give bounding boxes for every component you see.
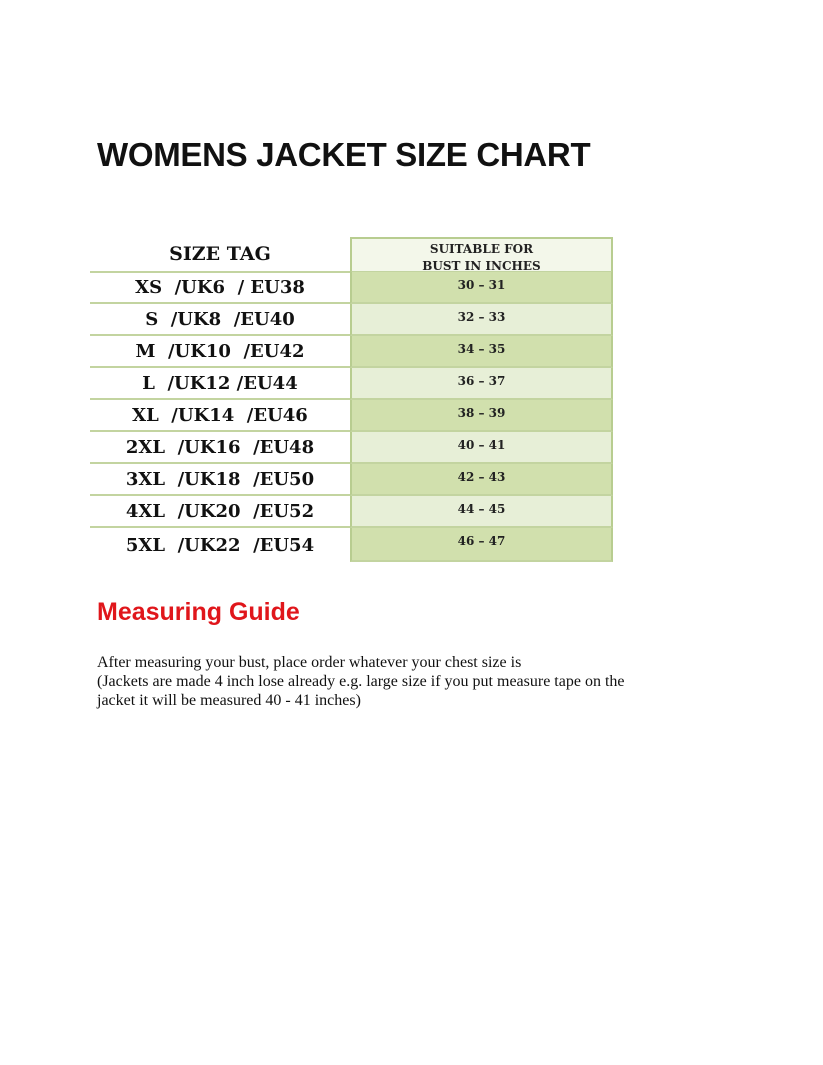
bust-cell: 32 – 33 bbox=[350, 304, 613, 336]
size-tag-cell: 3XL /UK18 /EU50 bbox=[90, 464, 350, 496]
guide-line: After measuring your bust, place order w… bbox=[97, 654, 522, 671]
table-row: S /UK8 /EU40 32 – 33 bbox=[90, 304, 613, 336]
bust-cell: 42 – 43 bbox=[350, 464, 613, 496]
size-tag-cell: M /UK10 /EU42 bbox=[90, 336, 350, 368]
table-row: M /UK10 /EU42 34 – 35 bbox=[90, 336, 613, 368]
size-tag-cell: 5XL /UK22 /EU54 bbox=[125, 534, 315, 556]
measuring-guide-heading: Measuring Guide bbox=[97, 598, 300, 626]
bust-cell: 38 – 39 bbox=[350, 400, 613, 432]
size-tag-cell: XL /UK14 /EU46 bbox=[90, 400, 350, 432]
table-row: XS /UK6 / EU38 30 – 31 bbox=[90, 272, 613, 304]
table-row: XL /UK14 /EU46 38 – 39 bbox=[90, 400, 613, 432]
size-tag-cell: 2XL /UK16 /EU48 bbox=[90, 432, 350, 464]
bust-cell: 46 – 47 bbox=[350, 528, 613, 562]
table-row: 5XL /UK22 /EU54 46 – 47 bbox=[90, 528, 613, 562]
table-row: L /UK12 /EU44 36 – 37 bbox=[90, 368, 613, 400]
size-tag-cell: 4XL /UK20 /EU52 bbox=[90, 496, 350, 528]
header-bust-line1: SUITABLE FOR bbox=[429, 242, 534, 256]
header-size-tag: SIZE TAG bbox=[90, 237, 350, 273]
table-row: 3XL /UK18 /EU50 42 – 43 bbox=[90, 464, 613, 496]
size-tag-cell: L /UK12 /EU44 bbox=[90, 368, 350, 400]
page-title: WOMENS JACKET SIZE CHART bbox=[97, 136, 591, 173]
header-bust-line2: BUST IN INCHES bbox=[422, 259, 541, 273]
bust-cell: 30 – 31 bbox=[350, 272, 613, 304]
guide-line: jacket it will be measured 40 - 41 inche… bbox=[97, 692, 361, 709]
guide-line: (Jackets are made 4 inch lose already e.… bbox=[97, 673, 625, 690]
table-row: 2XL /UK16 /EU48 40 – 41 bbox=[90, 432, 613, 464]
header-bust: SUITABLE FOR BUST IN INCHES bbox=[350, 237, 613, 273]
size-tag-cell: XS /UK6 / EU38 bbox=[90, 272, 350, 304]
bust-cell: 34 – 35 bbox=[350, 336, 613, 368]
bust-cell: 36 – 37 bbox=[350, 368, 613, 400]
bust-cell: 40 – 41 bbox=[350, 432, 613, 464]
size-tag-cell: S /UK8 /EU40 bbox=[90, 304, 350, 336]
table-row: 4XL /UK20 /EU52 44 – 45 bbox=[90, 496, 613, 528]
table-header: SIZE TAG SUITABLE FOR BUST IN INCHES bbox=[90, 237, 613, 273]
bust-cell: 44 – 45 bbox=[350, 496, 613, 528]
measuring-guide-text: After measuring your bust, place order w… bbox=[97, 653, 737, 710]
